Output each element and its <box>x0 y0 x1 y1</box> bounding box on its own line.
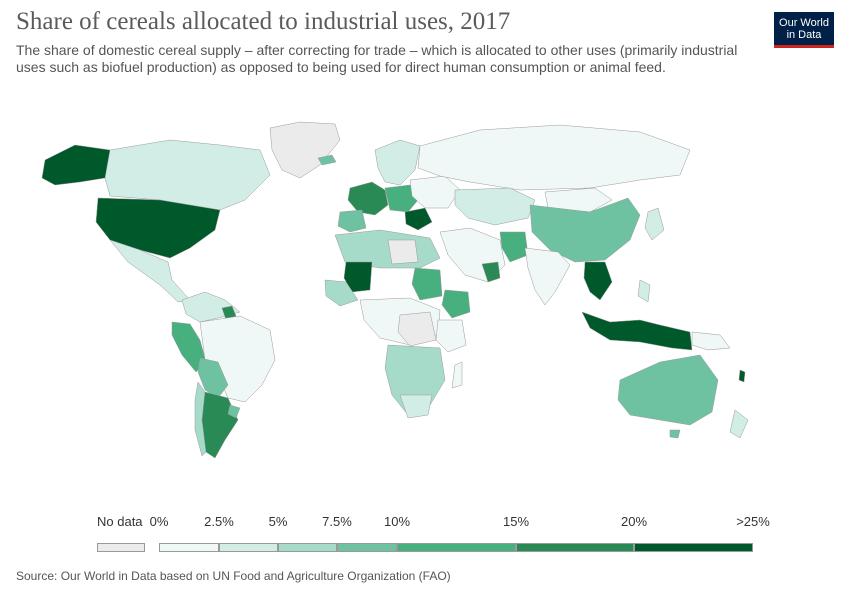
scandinavia-region[interactable] <box>374 139 421 186</box>
russia-region[interactable] <box>417 124 691 191</box>
canada-region[interactable] <box>104 139 271 211</box>
philippines-region[interactable] <box>637 279 651 303</box>
libya-region[interactable] <box>387 239 419 265</box>
drc-region[interactable] <box>397 311 437 347</box>
iberia-region[interactable] <box>337 209 367 233</box>
sudan-region[interactable] <box>411 267 443 301</box>
pakistan-region[interactable] <box>499 231 529 263</box>
logo-accent-bar <box>774 45 834 48</box>
uruguay-region[interactable] <box>227 404 241 419</box>
tasmania-region[interactable] <box>669 429 681 439</box>
new-caledonia-region[interactable] <box>738 369 746 383</box>
logo-line-1: Our World <box>779 17 829 29</box>
western-europe-region[interactable] <box>347 181 389 216</box>
east-africa-region[interactable] <box>435 319 467 353</box>
central-asia-region[interactable] <box>454 187 536 226</box>
legend-tick-label: 5% <box>268 514 288 529</box>
legend-swatch[interactable] <box>516 543 634 552</box>
legend-tick-label: 15% <box>502 514 530 529</box>
legend-swatch[interactable] <box>397 543 516 552</box>
balkans-region[interactable] <box>404 207 433 231</box>
owid-logo[interactable]: Our World in Data <box>774 12 834 48</box>
legend-tick-label: 2.5% <box>204 514 234 529</box>
oman-region[interactable] <box>481 261 501 283</box>
guyana-region[interactable] <box>221 305 237 321</box>
papua-region[interactable] <box>691 331 731 351</box>
argentina-region[interactable] <box>201 391 239 459</box>
madagascar-region[interactable] <box>451 361 463 389</box>
legend-tick-label: 7.5% <box>322 514 352 529</box>
usa-region[interactable] <box>95 197 221 259</box>
china-region[interactable] <box>529 197 641 263</box>
south-africa-region[interactable] <box>399 394 433 419</box>
chart-title: Share of cereals allocated to industrial… <box>16 8 511 35</box>
australia-region[interactable] <box>617 354 719 426</box>
central-europe-region[interactable] <box>384 184 419 213</box>
legend-tick-label: 20% <box>620 514 648 529</box>
iceland-region[interactable] <box>317 154 337 166</box>
new-zealand-region[interactable] <box>729 409 749 439</box>
source-note: Source: Our World in Data based on UN Fo… <box>16 569 451 583</box>
west-africa-region[interactable] <box>324 279 359 307</box>
legend-swatch[interactable] <box>159 543 219 552</box>
japan-region[interactable] <box>644 207 665 241</box>
legend-swatch[interactable] <box>634 543 753 552</box>
india-region[interactable] <box>524 247 571 306</box>
legend-swatch[interactable] <box>337 543 397 552</box>
eastern-europe-region[interactable] <box>409 175 461 209</box>
legend-swatch[interactable] <box>219 543 278 552</box>
mali-region[interactable] <box>343 261 373 293</box>
legend-tick-label: >25% <box>736 514 770 529</box>
legend-tick-label: 0% <box>149 514 169 529</box>
legend-no-data-label: No data <box>97 514 143 529</box>
logo-line-2: in Data <box>786 29 822 41</box>
southeast-asia-region[interactable] <box>583 261 613 301</box>
legend-tick-label: 10% <box>383 514 411 529</box>
ethiopia-region[interactable] <box>441 289 471 319</box>
greenland-region[interactable] <box>269 121 341 179</box>
legend-no-data-swatch <box>97 543 145 552</box>
chart-subtitle: The share of domestic cereal supply – af… <box>16 42 738 75</box>
mongolia-region[interactable] <box>544 187 613 213</box>
indonesia-region[interactable] <box>581 311 693 351</box>
legend-swatch[interactable] <box>278 543 337 552</box>
